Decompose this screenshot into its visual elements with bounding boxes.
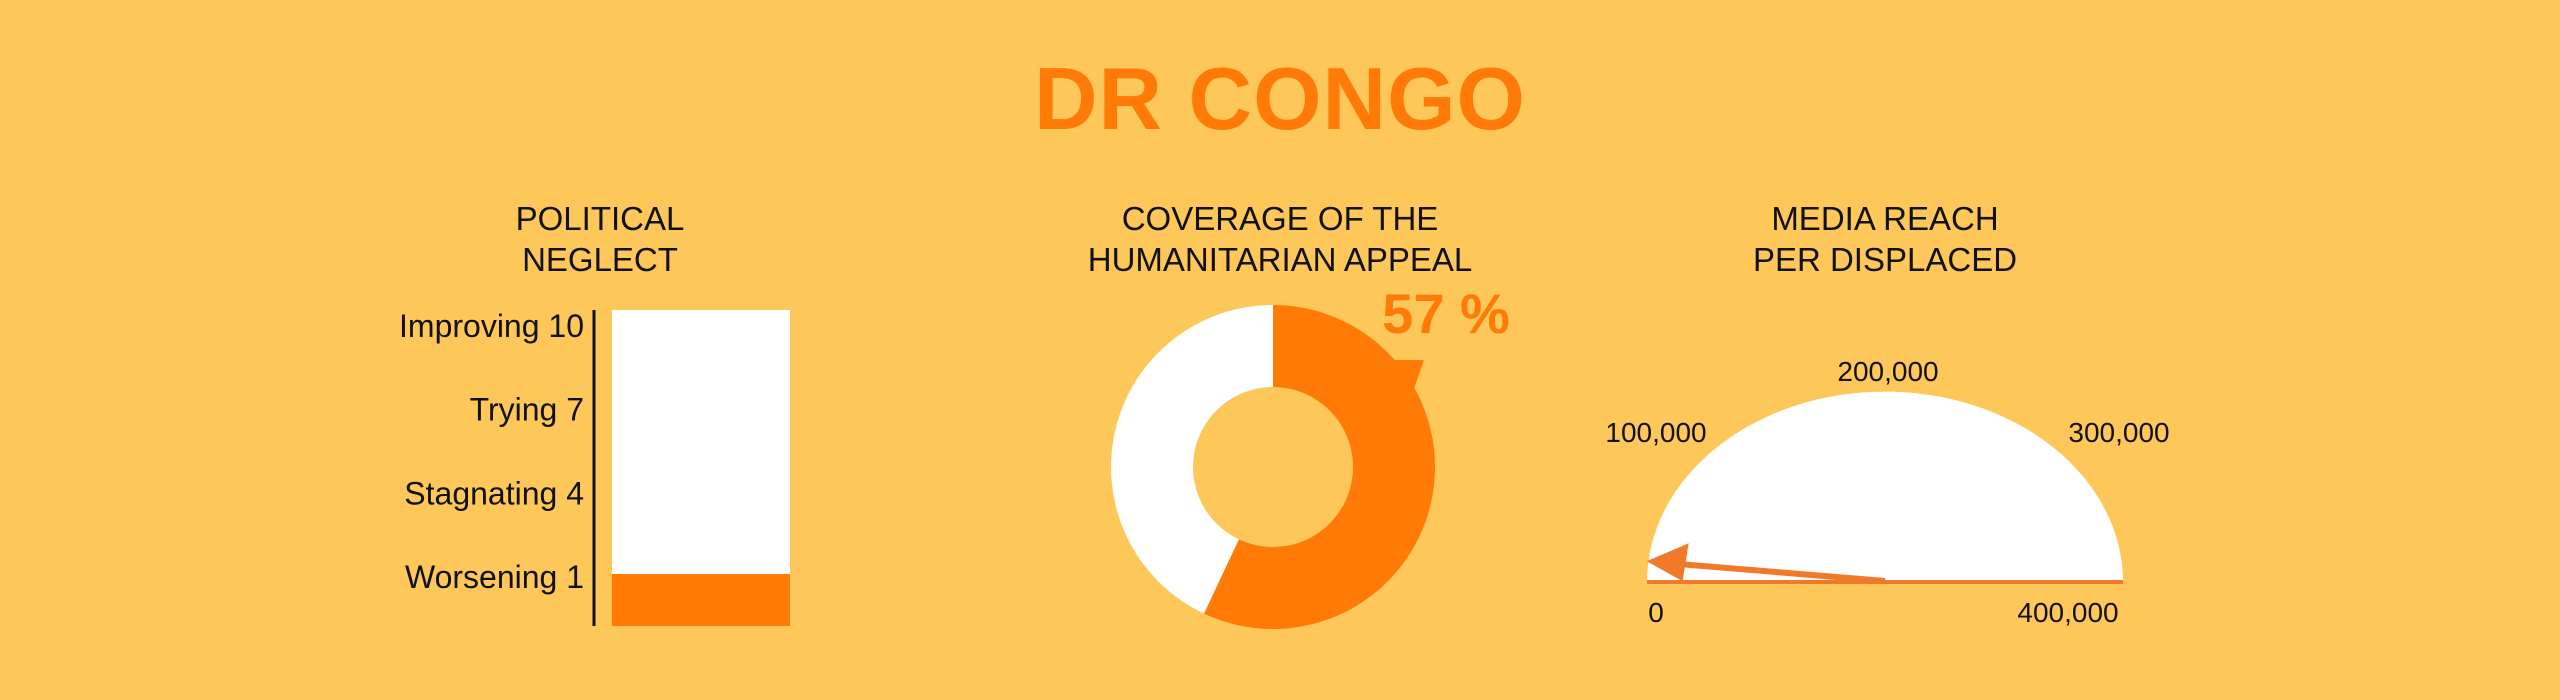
media-reach-heading: MEDIA REACH PER DISPLACED [1752, 200, 2018, 278]
bar-tick-label: Stagnating 4 [404, 475, 584, 511]
bar-tick-label: Trying 7 [470, 392, 584, 428]
gauge-tick-label: 200,000 [1837, 356, 1938, 387]
media-reach-gauge: 0 100,000 200,000 300,000 400,000 [1605, 356, 2169, 628]
political-neglect-chart: Improving 10 Trying 7 Stagnating 4 Worsenin… [399, 308, 790, 626]
bar-tick-label: Improving 10 [399, 308, 584, 344]
gauge-tick-label: 0 [1648, 597, 1664, 628]
bar-value [612, 574, 790, 626]
humanitarian-appeal-heading: COVERAGE OF THE HUMANITARIAN APPEAL [1087, 200, 1473, 278]
gauge-tick-label: 400,000 [2017, 597, 2118, 628]
gauge-tick-label: 300,000 [2068, 417, 2169, 448]
bar-background [612, 310, 790, 626]
bar-tick-label: Worsening 1 [405, 559, 584, 595]
page-title: DR CONGO [1034, 49, 1526, 148]
appeal-coverage-chart: 57 % [1111, 282, 1510, 629]
donut-covered-slice [1204, 305, 1435, 629]
donut-value-label: 57 % [1382, 282, 1510, 345]
gauge-tick-label: 100,000 [1605, 417, 1706, 448]
political-neglect-heading: POLITICAL NEGLECT [515, 200, 685, 278]
donut-uncovered-slice [1111, 305, 1273, 614]
donut-label-pointer [1382, 360, 1424, 400]
gauge-needle [1681, 561, 1886, 584]
gauge-dial [1647, 391, 2123, 582]
gauge-needle-head [1646, 543, 1689, 582]
